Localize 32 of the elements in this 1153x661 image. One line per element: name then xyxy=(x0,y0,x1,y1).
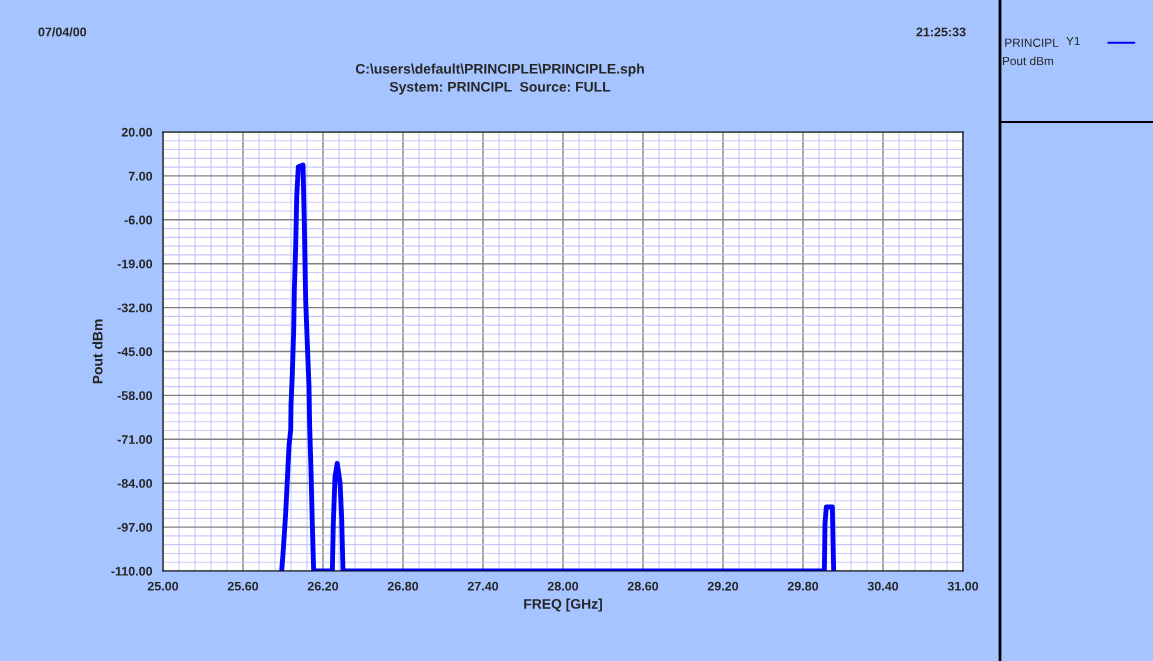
x-tick-label: 30.40 xyxy=(867,581,899,591)
x-tick-label: 29.20 xyxy=(707,581,739,591)
x-tick-label: 29.80 xyxy=(787,581,819,591)
y-tick-label: -110.00 xyxy=(111,566,153,576)
x-tick-label: 26.80 xyxy=(387,581,419,591)
text: Pout dBm xyxy=(1002,56,1054,66)
y-tick-label: 7.00 xyxy=(128,171,153,181)
x-tick-label: 28.00 xyxy=(547,581,579,591)
y-tick-label: 20.00 xyxy=(121,127,153,137)
text: 07/04/00 xyxy=(38,27,87,37)
y-tick-label: -84.00 xyxy=(117,479,153,488)
text: PRINCIPL xyxy=(1005,38,1059,47)
y-tick-label: -58.00 xyxy=(117,391,153,401)
text: 21:25:33 xyxy=(916,27,966,37)
x-tick-label: 31.00 xyxy=(947,581,979,591)
y-tick-label: -45.00 xyxy=(117,347,153,357)
y-tick-label: -97.00 xyxy=(117,522,153,532)
y-tick-label: -19.00 xyxy=(117,259,153,269)
x-tick-label: 25.60 xyxy=(227,581,259,591)
y-tick-label: -32.00 xyxy=(117,303,153,313)
line-series xyxy=(279,162,837,571)
chart-title: C:\users\default\PRINCIPLE\PRINCIPLE.sph xyxy=(355,63,644,77)
y-tick-label: -6.00 xyxy=(124,215,153,225)
x-axis-title: FREQ [GHz] xyxy=(524,598,602,612)
x-tick-label: 25.00 xyxy=(147,581,179,591)
y-axis-title: Pout dBm xyxy=(92,319,103,384)
x-tick-label: 28.60 xyxy=(627,581,659,591)
chart-subtitle: System: PRINCIPL Source: FULL xyxy=(389,81,611,95)
y-tick-label: -71.00 xyxy=(117,435,153,444)
x-tick-label: 27.40 xyxy=(467,581,499,591)
x-tick-label: 26.20 xyxy=(307,581,339,591)
text: Y1 xyxy=(1066,36,1080,46)
